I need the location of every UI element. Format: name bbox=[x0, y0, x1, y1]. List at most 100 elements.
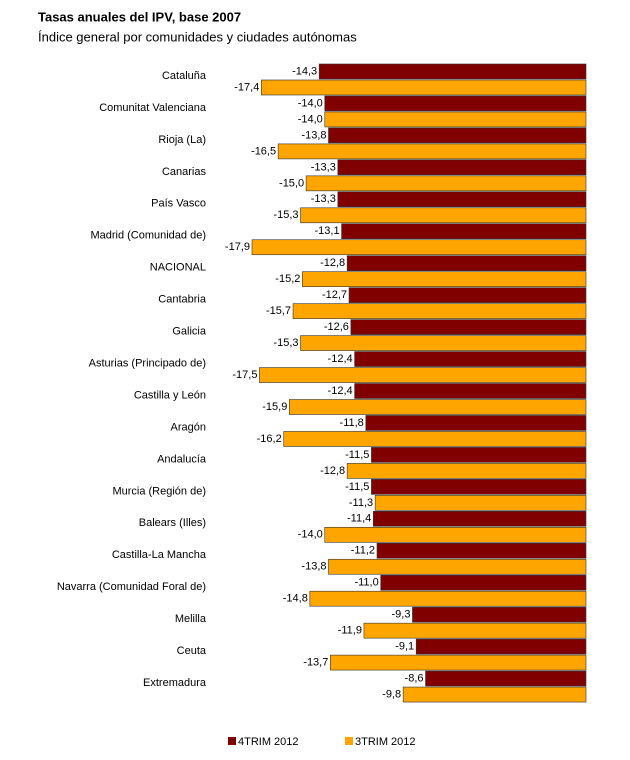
category-label: Ceuta bbox=[177, 645, 207, 657]
bar bbox=[337, 191, 587, 208]
value-label: -13,3 bbox=[311, 161, 336, 173]
value-label: -12,8 bbox=[320, 257, 345, 269]
value-label: -15,7 bbox=[266, 305, 291, 317]
value-label: -11,4 bbox=[347, 513, 371, 525]
category-label: Cataluña bbox=[162, 70, 207, 82]
value-label: -13,8 bbox=[301, 129, 326, 141]
value-label: -11,2 bbox=[351, 545, 375, 557]
value-label: -14,8 bbox=[283, 593, 308, 605]
value-label: -15,2 bbox=[275, 273, 300, 285]
category-label: Murcia (Región de) bbox=[112, 485, 206, 497]
value-label: -16,5 bbox=[251, 145, 276, 157]
legend-swatch bbox=[345, 737, 353, 745]
bar bbox=[324, 95, 587, 112]
value-label: -12,7 bbox=[322, 289, 347, 301]
bar bbox=[283, 431, 587, 447]
category-label: Aragón bbox=[171, 421, 206, 433]
bar bbox=[371, 479, 587, 495]
category-label: Comunitat Valenciana bbox=[99, 102, 207, 114]
bar bbox=[412, 606, 587, 623]
bar bbox=[305, 175, 587, 192]
bar bbox=[328, 558, 587, 575]
bar bbox=[277, 143, 587, 160]
value-label: -14,0 bbox=[298, 113, 323, 125]
category-label: Canarias bbox=[162, 166, 207, 178]
value-label: -13,7 bbox=[303, 657, 328, 669]
value-label: -12,4 bbox=[328, 353, 353, 365]
value-label: -15,3 bbox=[273, 209, 298, 221]
value-label: -11,9 bbox=[338, 625, 362, 637]
category-label: Extremadura bbox=[143, 677, 207, 689]
category-label: NACIONAL bbox=[150, 262, 206, 274]
bar bbox=[415, 638, 587, 655]
value-label: -16,2 bbox=[257, 433, 282, 445]
chart-title: Tasas anuales del IPV, base 2007 bbox=[38, 9, 241, 24]
bar bbox=[318, 63, 587, 80]
value-label: -11,0 bbox=[354, 577, 378, 589]
value-label: -12,6 bbox=[324, 321, 349, 333]
category-label: Melilla bbox=[175, 613, 207, 625]
value-label: -12,8 bbox=[320, 465, 345, 477]
value-label: -15,3 bbox=[273, 337, 298, 349]
value-label: -17,5 bbox=[232, 369, 257, 381]
value-label: -11,5 bbox=[345, 449, 369, 461]
value-label: -11,5 bbox=[345, 481, 369, 493]
value-label: -11,8 bbox=[340, 417, 364, 429]
bar bbox=[365, 415, 587, 431]
bar bbox=[354, 351, 587, 367]
bar bbox=[363, 622, 587, 639]
value-label: -14,0 bbox=[298, 97, 323, 109]
bar bbox=[259, 367, 587, 383]
category-label: Castilla-La Mancha bbox=[112, 549, 207, 561]
value-label: -17,9 bbox=[225, 241, 250, 253]
category-label: Navarra (Comunidad Foral de) bbox=[57, 581, 206, 593]
bar bbox=[337, 159, 587, 176]
bar bbox=[376, 542, 587, 559]
value-label: -8,6 bbox=[405, 672, 424, 684]
value-label: -13,1 bbox=[314, 225, 339, 237]
bar bbox=[328, 127, 587, 144]
chart-subtitle: Índice general por comunidades y ciudade… bbox=[38, 29, 357, 44]
legend-label: 3TRIM 2012 bbox=[355, 736, 416, 748]
value-label: -15,9 bbox=[262, 401, 287, 413]
bar bbox=[346, 255, 587, 271]
value-label: -13,8 bbox=[301, 561, 326, 573]
bar bbox=[346, 463, 587, 479]
bar bbox=[309, 590, 587, 607]
bar bbox=[289, 399, 587, 415]
bar bbox=[300, 207, 587, 224]
category-label: Galicia bbox=[172, 326, 207, 338]
value-label: -14,0 bbox=[298, 529, 323, 541]
category-label: País Vasco bbox=[151, 198, 206, 210]
bar bbox=[374, 495, 587, 511]
value-label: -13,3 bbox=[311, 193, 336, 205]
value-label: -15,0 bbox=[279, 177, 304, 189]
category-label: Andalucía bbox=[157, 453, 207, 465]
category-label: Cantabria bbox=[158, 294, 207, 306]
category-label: Rioja (La) bbox=[158, 134, 206, 146]
bar bbox=[300, 335, 587, 351]
category-label: Madrid (Comunidad de) bbox=[90, 230, 206, 242]
value-label: -14,3 bbox=[292, 65, 317, 77]
bar bbox=[324, 526, 587, 543]
bar bbox=[324, 111, 587, 128]
bar bbox=[348, 287, 587, 303]
value-label: -12,4 bbox=[328, 385, 353, 397]
value-label: -11,3 bbox=[349, 497, 373, 509]
value-label: -9,3 bbox=[392, 609, 411, 621]
bar bbox=[341, 223, 587, 240]
bar bbox=[330, 654, 587, 671]
bar bbox=[371, 447, 587, 463]
bar bbox=[354, 383, 587, 399]
bar bbox=[292, 303, 587, 319]
bar bbox=[261, 79, 587, 96]
category-label: Balears (Illes) bbox=[139, 517, 206, 529]
value-label: -9,8 bbox=[382, 688, 401, 700]
legend-swatch bbox=[228, 737, 236, 745]
bar bbox=[402, 686, 587, 703]
bar bbox=[425, 670, 587, 687]
legend-label: 4TRIM 2012 bbox=[238, 736, 299, 748]
category-label: Castilla y León bbox=[134, 389, 206, 401]
bar bbox=[350, 319, 587, 335]
